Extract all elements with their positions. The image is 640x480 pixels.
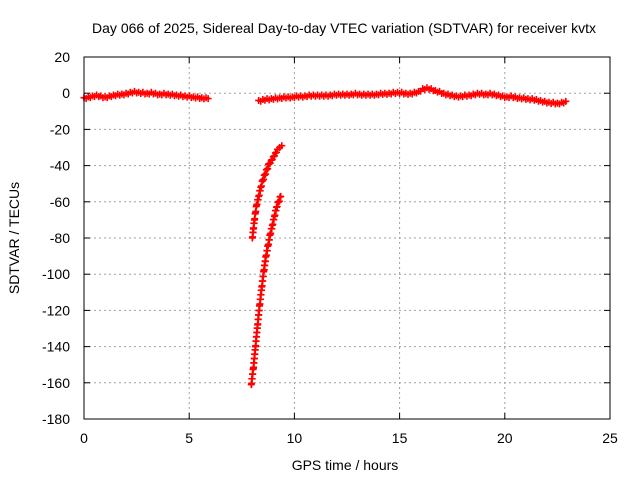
x-tick-labels: 0 5 10 15 20 25 [80,430,618,446]
y-tick-label: -100 [42,266,70,282]
y-tick-label: -180 [42,411,70,427]
y-tick-label: -160 [42,375,70,391]
y-tick-label: 0 [62,85,70,101]
chart-title: Day 066 of 2025, Sidereal Day-to-day VTE… [92,20,596,36]
data-point [278,142,286,150]
plot-border [83,56,611,420]
data-point [277,192,285,200]
y-tick-label: 20 [54,49,70,65]
x-tick-label: 25 [602,430,618,446]
x-tick-label: 20 [497,430,513,446]
x-axis-label: GPS time / hours [292,457,399,473]
y-tick-label: -140 [42,339,70,355]
x-tick-label: 15 [392,430,408,446]
y-tick-label: -20 [50,121,70,137]
y-tick-label: -40 [50,158,70,174]
x-tick-label: 5 [185,430,193,446]
y-axis-label: SDTVAR / TECUs [6,182,22,294]
y-tick-label: -80 [50,230,70,246]
data-point [204,95,212,103]
data-points [80,84,570,389]
y-tick-label: -60 [50,194,70,210]
x-tick-label: 10 [287,430,303,446]
y-tick-labels: 20 0 -20 -40 -60 -80 -100 -120 -140 -160 -180 [42,49,70,427]
x-tick-label: 0 [80,430,88,446]
y-tick-label: -120 [42,302,70,318]
gridlines [83,56,611,420]
data-point [562,97,570,105]
